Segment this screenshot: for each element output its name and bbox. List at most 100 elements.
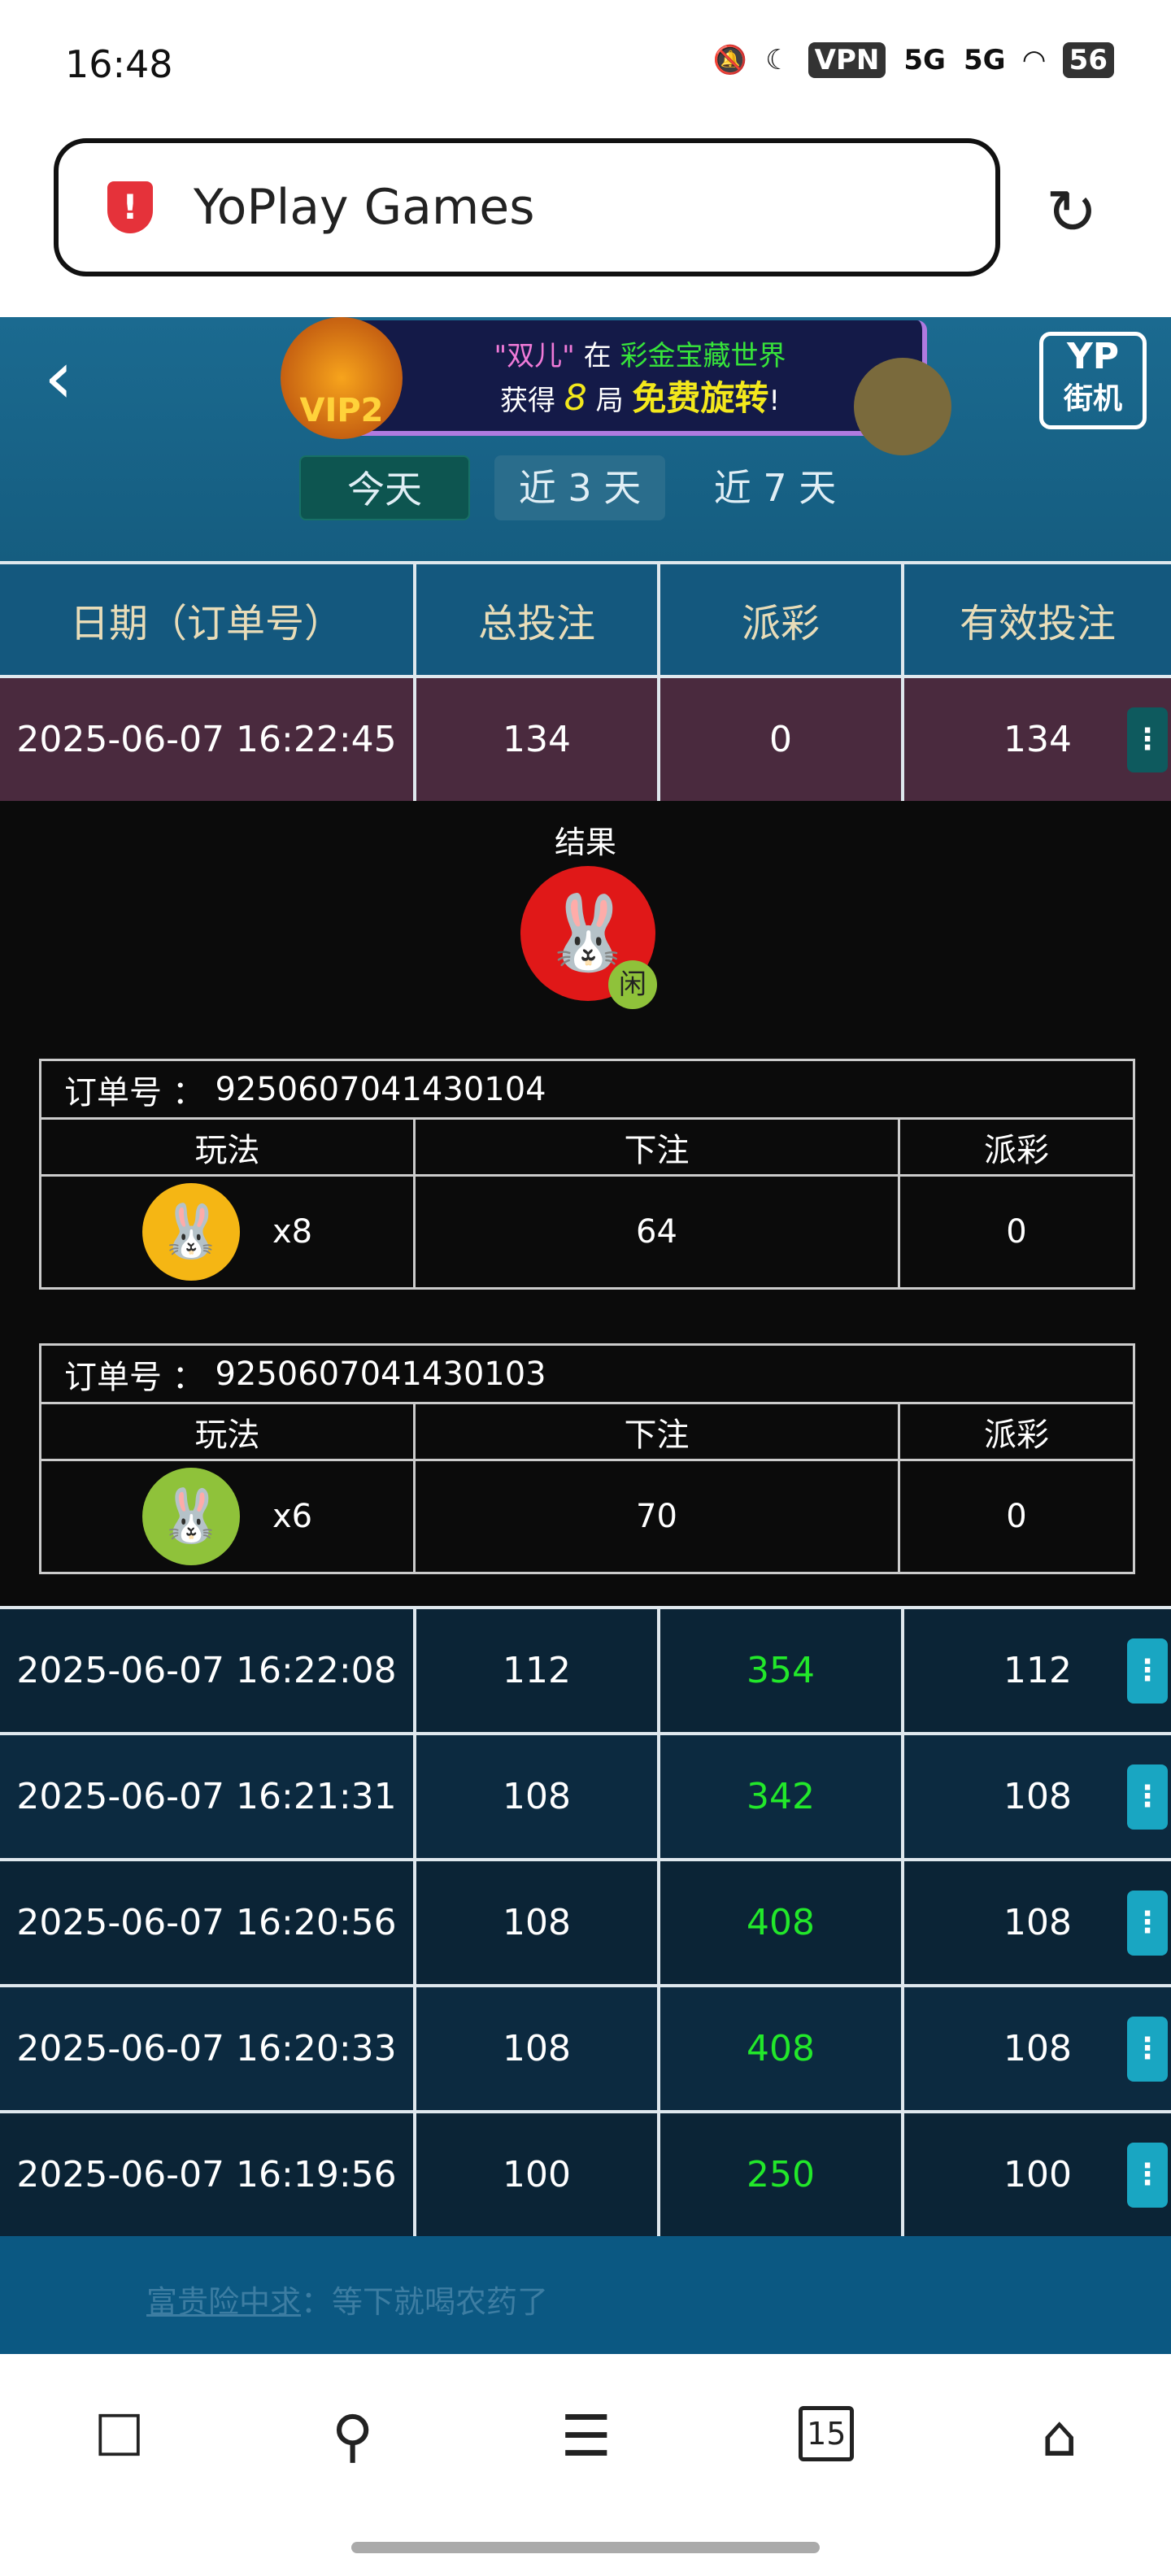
row-bet: 134 xyxy=(416,678,660,801)
col-payout: 派彩 xyxy=(660,564,904,675)
row-payout: 342 xyxy=(660,1735,904,1858)
row-bet: 108 xyxy=(416,1735,660,1858)
col-payout: 派彩 xyxy=(984,1416,1049,1454)
new-tab-icon[interactable]: ☐ xyxy=(94,2403,145,2469)
page-title: YoPlay Games xyxy=(194,179,535,236)
reload-icon[interactable]: ↻ xyxy=(1046,176,1098,248)
col-play: 玩法 xyxy=(41,1404,416,1459)
row-payout: 0 xyxy=(660,678,904,801)
table-row[interactable]: 2025-06-07 16:19:56 100 250 100 ⋮ xyxy=(0,2110,1171,2236)
banner-text: 获得 xyxy=(499,385,555,417)
tabs-button[interactable]: 15 xyxy=(799,2406,855,2461)
order-number: 9250607041430103 xyxy=(215,1355,546,1393)
table-row[interactable]: 2025-06-07 16:21:31 108 342 108 ⋮ xyxy=(0,1732,1171,1858)
row-date: 2025-06-07 16:20:33 xyxy=(0,1987,416,2110)
home-icon[interactable]: ⌂ xyxy=(1041,2403,1077,2469)
search-icon[interactable]: ⚲ xyxy=(331,2403,374,2469)
more-icon[interactable]: ⋮ xyxy=(1127,1764,1168,1830)
row-bet: 108 xyxy=(416,1861,660,1984)
row-payout: 354 xyxy=(660,1609,904,1732)
period-tabs: 今天 近 3 天 近 7 天 xyxy=(299,455,860,520)
col-play: 玩法 xyxy=(41,1120,416,1174)
table-row[interactable]: 2025-06-07 16:20:33 108 408 108 ⋮ xyxy=(0,1984,1171,2110)
logo-text: 街机 xyxy=(1063,382,1122,416)
more-icon[interactable]: ⋮ xyxy=(1127,1638,1168,1704)
treasure-icon xyxy=(854,358,951,455)
moon-icon: ☾ xyxy=(765,44,790,76)
home-indicator[interactable] xyxy=(351,2542,820,2553)
row-date: 2025-06-07 16:19:56 xyxy=(0,2113,416,2236)
table-row[interactable]: 2025-06-07 16:22:45 134 0 134 ⋮ xyxy=(0,675,1171,801)
rabbit-icon: 🐰 xyxy=(520,866,655,1001)
chat-ticker: 富贵险中求：等下就喝农药了 xyxy=(0,2236,1171,2354)
payout-value: 0 xyxy=(1006,1498,1027,1535)
promo-banner: "双儿" 在 彩金宝藏世界 获得 8 局 免费旋转! xyxy=(358,320,927,436)
row-valid: 112 xyxy=(1003,1650,1072,1691)
multiplier: x8 xyxy=(272,1213,313,1251)
clock: 16:48 xyxy=(65,42,173,86)
status-bar: 16:48 🔕 ☾ VPN 5G 5G ◠ 56 xyxy=(0,0,1171,130)
banner-text: ! xyxy=(768,385,781,417)
signal-icon: 5G xyxy=(963,44,1006,76)
col-valid-bet: 有效投注 xyxy=(959,601,1116,646)
banner-text: 局 xyxy=(595,385,624,417)
chat-message: ：等下就喝农药了 xyxy=(301,2284,549,2320)
order-number: 9250607041430104 xyxy=(215,1070,546,1108)
more-icon[interactable]: ⋮ xyxy=(1127,707,1168,772)
bet-value: 70 xyxy=(416,1461,900,1572)
row-date: 2025-06-07 16:22:08 xyxy=(0,1609,416,1732)
banner-user: "双儿" xyxy=(494,340,575,372)
game-view: ‹ "双儿" 在 彩金宝藏世界 获得 8 局 免费旋转! VIP2 YP 街机 今… xyxy=(0,317,1171,2354)
battery-icon: 56 xyxy=(1062,42,1114,78)
table-row[interactable]: 2025-06-07 16:20:56 108 408 108 ⋮ xyxy=(0,1858,1171,1984)
col-payout: 派彩 xyxy=(984,1131,1049,1169)
row-date: 2025-06-07 16:20:56 xyxy=(0,1861,416,1984)
wifi-icon: ◠ xyxy=(1023,44,1045,76)
more-icon[interactable]: ⋮ xyxy=(1127,2142,1168,2208)
tab-7-days[interactable]: 近 7 天 xyxy=(713,466,837,510)
bottom-nav: ☐ ⚲ ☰ 15 ⌂ xyxy=(0,2354,1171,2576)
order-table: 订单号 ： 9250607041430103 玩法 下注 派彩 🐰 x6 70 0 xyxy=(39,1343,1135,1574)
tab-today[interactable]: 今天 xyxy=(299,455,470,520)
address-bar[interactable]: ! YoPlay Games xyxy=(54,138,1000,276)
menu-icon[interactable]: ☰ xyxy=(560,2403,612,2469)
col-bet: 下注 xyxy=(416,1404,900,1459)
order-label: 订单号 ： xyxy=(64,1358,205,1396)
back-icon[interactable]: ‹ xyxy=(44,335,73,420)
logo-text: YP xyxy=(1066,336,1120,377)
chat-user[interactable]: 富贵险中求 xyxy=(146,2284,302,2320)
row-bet: 108 xyxy=(416,1987,660,2110)
table-row[interactable]: 2025-06-07 16:22:08 112 354 112 ⋮ xyxy=(0,1606,1171,1732)
row-date: 2025-06-07 16:21:31 xyxy=(0,1735,416,1858)
banner-game: 彩金宝藏世界 xyxy=(620,340,786,372)
bet-value: 64 xyxy=(416,1177,900,1287)
row-payout: 408 xyxy=(660,1861,904,1984)
row-bet: 112 xyxy=(416,1609,660,1732)
row-payout: 408 xyxy=(660,1987,904,2110)
more-icon[interactable]: ⋮ xyxy=(1127,1890,1168,1956)
result-badge: 闲 xyxy=(608,960,657,1009)
more-icon[interactable]: ⋮ xyxy=(1127,2016,1168,2082)
order-label: 订单号 ： xyxy=(64,1073,205,1112)
row-valid: 134 xyxy=(1003,719,1072,760)
row-valid: 100 xyxy=(1003,2154,1072,2195)
vpn-badge: VPN xyxy=(808,42,886,78)
order-detail: 结果 🐰 闲 订单号 ： 9250607041430104 玩法 下注 派彩 🐰 x8… xyxy=(0,801,1171,1606)
order-table: 订单号 ： 9250607041430104 玩法 下注 派彩 🐰 x8 64 0 xyxy=(39,1059,1135,1290)
row-bet: 100 xyxy=(416,2113,660,2236)
row-payout: 250 xyxy=(660,2113,904,2236)
tab-3-days[interactable]: 近 3 天 xyxy=(494,455,665,520)
header: ‹ "双儿" 在 彩金宝藏世界 获得 8 局 免费旋转! VIP2 YP 街机 今… xyxy=(0,317,1171,561)
row-valid: 108 xyxy=(1003,1776,1072,1817)
payout-value: 0 xyxy=(1006,1213,1027,1251)
col-total-bet: 总投注 xyxy=(416,564,660,675)
col-bet: 下注 xyxy=(416,1120,900,1174)
banner-prize: 免费旋转 xyxy=(632,378,769,418)
mute-icon: 🔕 xyxy=(712,44,748,76)
banner-text: 在 xyxy=(583,340,612,372)
table-header: 日期（订单号） 总投注 派彩 有效投注 xyxy=(0,561,1171,675)
multiplier: x6 xyxy=(272,1498,313,1535)
row-date: 2025-06-07 16:22:45 xyxy=(0,678,416,801)
vip-badge: VIP2 xyxy=(281,317,403,439)
yp-logo: YP 街机 xyxy=(1039,332,1147,429)
